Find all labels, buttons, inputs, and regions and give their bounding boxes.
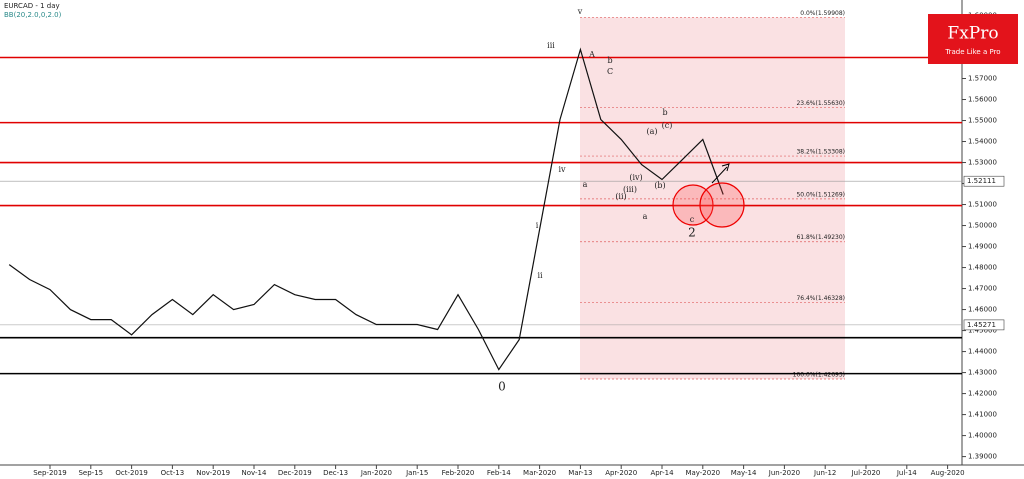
indicator-label: BB(20,2.0,0,2.0) <box>4 11 62 19</box>
wave-label: (iv) <box>629 173 642 182</box>
x-tick-label: Oct-2019 <box>115 469 147 477</box>
wave-label: a <box>643 212 648 221</box>
x-tick-label: Oct-13 <box>161 469 185 477</box>
fib-zone <box>580 17 845 380</box>
arrow <box>711 163 730 184</box>
x-tick-label: Jul-14 <box>896 469 917 477</box>
logo-box <box>928 14 1018 64</box>
y-tick-label: 1.43000 <box>968 369 997 377</box>
x-tick-label: Apr-2020 <box>605 469 637 477</box>
wave-label: c <box>690 215 695 224</box>
wave-label: v <box>577 7 583 16</box>
x-tick-label: Mar-2020 <box>523 469 556 477</box>
fib-label: 0.0%(1.59908) <box>800 10 845 17</box>
wave-label: iv <box>558 165 566 174</box>
x-tick-label: Dec-13 <box>323 469 348 477</box>
x-tick-label: Feb-14 <box>487 469 511 477</box>
x-tick-label: May-2020 <box>685 469 720 477</box>
x-tick-label: Aug-2020 <box>931 469 965 477</box>
y-tick-label: 1.51000 <box>968 201 997 209</box>
y-tick-label: 1.44000 <box>968 348 997 356</box>
price-tag-box <box>963 175 1005 187</box>
x-tick-label: Feb-2020 <box>442 469 475 477</box>
logo-tagline: Trade Like a Pro <box>944 48 1000 56</box>
price-tag-box <box>963 319 1005 331</box>
price-line <box>8 47 724 371</box>
y-tick-label: 1.53000 <box>968 159 997 167</box>
highlight-circle <box>699 182 745 228</box>
logo-name: FxPro <box>947 24 998 44</box>
y-tick-label: 1.46000 <box>968 306 997 314</box>
x-tick-label: May-14 <box>731 469 757 477</box>
x-tick-label: Jun-2020 <box>768 469 800 477</box>
fib-label: 100.0%(1.42693) <box>793 372 845 379</box>
fib-label: 23.6%(1.55630) <box>796 100 845 107</box>
y-tick-label: 1.39000 <box>968 453 997 461</box>
y-tick-label: 1.40000 <box>968 432 997 440</box>
y-tick-label: 1.45000 <box>968 327 997 335</box>
wave-label: (c) <box>662 121 673 130</box>
fib-label: 38.2%(1.53308) <box>796 149 845 156</box>
y-tick-label: 1.41000 <box>968 411 997 419</box>
x-tick-label: Dec-2019 <box>278 469 312 477</box>
wave-label: b <box>607 56 612 65</box>
x-tick-label: Jul-2020 <box>851 469 881 477</box>
price-tag: 1.45271 <box>967 321 996 329</box>
x-tick-label: Jan-2020 <box>360 469 392 477</box>
x-tick-label: Sep-2019 <box>33 469 67 477</box>
wave-label: 0 <box>498 380 506 394</box>
wave-label: 2 <box>688 226 696 240</box>
wave-label: iii <box>547 41 555 50</box>
x-tick-label: Apr-14 <box>650 469 674 477</box>
x-tick-label: Nov-14 <box>242 469 267 477</box>
wave-label: (a) <box>646 127 657 136</box>
price-tag: 1.52111 <box>967 177 996 185</box>
x-tick-label: Nov-2019 <box>196 469 230 477</box>
x-tick-label: Mar-13 <box>568 469 592 477</box>
fib-label: 61.8%(1.49230) <box>796 234 845 241</box>
wave-label: (iii) <box>623 185 637 194</box>
y-tick-label: 1.57000 <box>968 75 997 83</box>
wave-label: (b) <box>654 181 665 190</box>
y-tick-label: 1.42000 <box>968 390 997 398</box>
y-tick-label: 1.54000 <box>968 138 997 146</box>
x-tick-label: Jun-12 <box>813 469 836 477</box>
wave-label: A <box>588 50 595 59</box>
x-tick-label: Sep-15 <box>78 469 103 477</box>
wave-label: b <box>662 108 667 117</box>
wave-label: C <box>607 67 613 76</box>
wave-label: (ii) <box>615 192 626 201</box>
wave-label: i <box>536 221 539 230</box>
y-tick-label: 1.56000 <box>968 96 997 104</box>
y-tick-label: 1.50000 <box>968 222 997 230</box>
wave-label: a <box>583 180 588 189</box>
chart-title: EURCAD - 1 day <box>4 2 60 10</box>
wave-label: ii <box>537 271 543 280</box>
y-tick-label: 1.48000 <box>968 264 997 272</box>
y-tick-label: 1.49000 <box>968 243 997 251</box>
logo: FxPro Trade Like a Pro <box>928 14 1018 64</box>
fib-label: 50.0%(1.51269) <box>796 191 845 198</box>
fib-label: 76.4%(1.46328) <box>796 295 845 302</box>
x-tick-label: Jan-15 <box>405 469 428 477</box>
y-tick-label: 1.47000 <box>968 285 997 293</box>
y-tick-label: 1.55000 <box>968 117 997 125</box>
